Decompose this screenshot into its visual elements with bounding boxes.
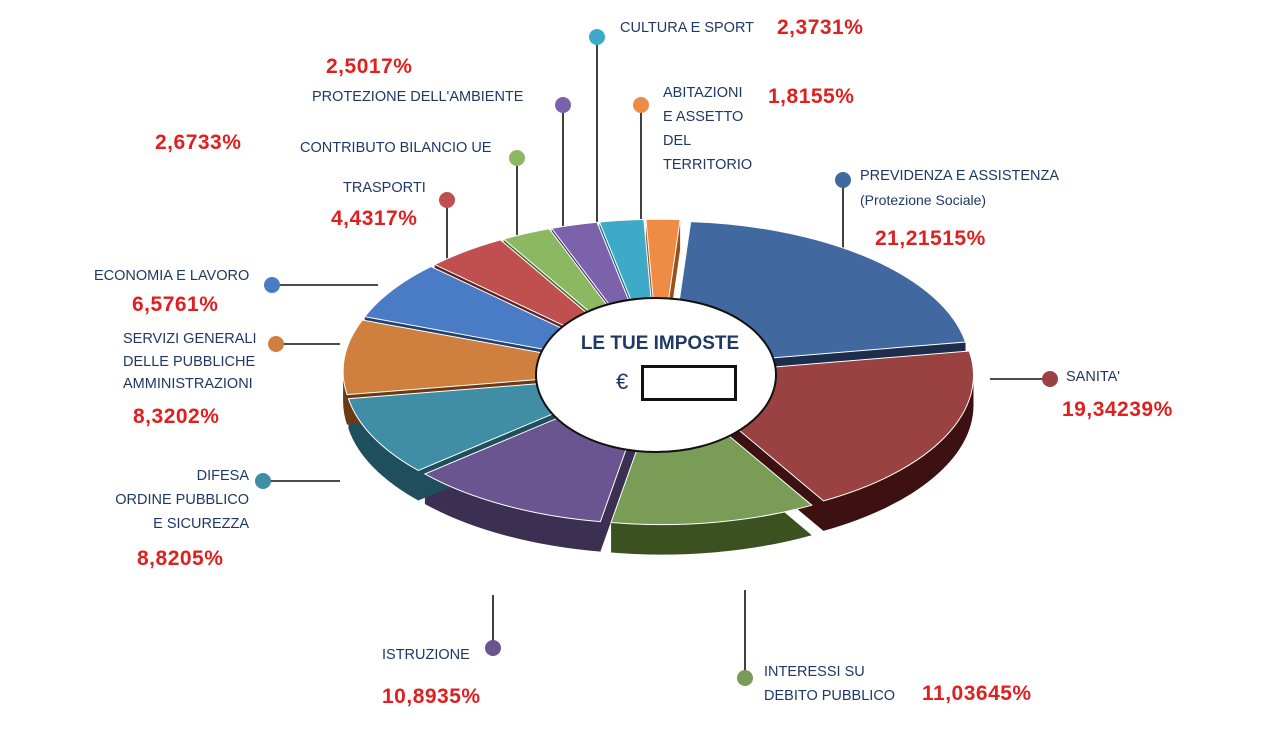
label-abitazioni-4: TERRITORIO xyxy=(663,157,753,173)
label-contributo: CONTRIBUTO BILANCIO UE xyxy=(300,140,492,156)
label-abitazioni: ABITAZIONI xyxy=(663,85,743,101)
pct-difesa: 8,8205% xyxy=(137,547,224,570)
slice-side-previdenza xyxy=(669,221,966,397)
pct-economia: 6,5761% xyxy=(132,293,219,316)
pct-ambiente: 2,5017% xyxy=(326,55,413,78)
label-trasporti: TRASPORTI xyxy=(343,180,426,196)
slice-abitazioni xyxy=(645,218,681,365)
marker-trasporti xyxy=(439,192,455,208)
label-abitazioni-2: E ASSETTO xyxy=(663,109,744,125)
slice-side-interessi xyxy=(611,379,812,555)
label-abitazioni-3: DEL xyxy=(663,133,692,149)
marker-istruzione xyxy=(485,640,501,656)
marker-abitazioni xyxy=(633,97,649,113)
pct-cultura: 2,3731% xyxy=(777,16,864,39)
pct-istruzione: 10,8935% xyxy=(382,685,481,708)
marker-interessi xyxy=(737,670,753,686)
label-ambiente: PROTEZIONE DELL'AMBIENTE xyxy=(312,89,524,105)
label-economia: ECONOMIA E LAVORO xyxy=(94,268,250,284)
label-interessi: INTERESSI SU xyxy=(764,664,865,680)
pct-servizi: 8,3202% xyxy=(133,405,220,428)
label-previdenza-sub: (Protezione Sociale) xyxy=(860,192,987,208)
label-markers xyxy=(255,29,1058,686)
pct-contributo: 2,6733% xyxy=(155,131,242,154)
pct-previdenza: 21,21515% xyxy=(875,227,986,250)
label-previdenza: PREVIDENZA E ASSISTENZA xyxy=(860,168,1060,184)
marker-servizi xyxy=(268,336,284,352)
marker-contributo xyxy=(509,150,525,166)
leader-lines xyxy=(263,37,1050,678)
pct-trasporti: 4,4317% xyxy=(331,207,418,230)
pct-abitazioni: 1,8155% xyxy=(768,85,855,108)
marker-economia xyxy=(264,277,280,293)
marker-cultura xyxy=(589,29,605,45)
label-cultura: CULTURA E SPORT xyxy=(620,20,755,36)
label-difesa-3: E SICUREZZA xyxy=(153,516,249,532)
marker-difesa xyxy=(255,473,271,489)
marker-previdenza xyxy=(835,172,851,188)
currency-symbol: € xyxy=(616,369,629,394)
pct-interessi: 11,03645% xyxy=(922,682,1032,705)
center-title: LE TUE IMPOSTE xyxy=(580,333,740,354)
label-sanita: SANITA' xyxy=(1066,369,1121,385)
label-istruzione: ISTRUZIONE xyxy=(382,647,470,663)
pct-sanita: 19,34239% xyxy=(1062,398,1173,421)
label-servizi: SERVIZI GENERALI xyxy=(123,331,257,347)
label-difesa: DIFESA xyxy=(196,468,249,484)
marker-ambiente xyxy=(555,97,571,113)
label-servizi-3: AMMINISTRAZIONI xyxy=(123,376,253,392)
label-servizi-2: DELLE PUBBLICHE xyxy=(123,354,256,370)
marker-sanita xyxy=(1042,371,1058,387)
label-difesa-2: ORDINE PUBBLICO xyxy=(115,492,249,508)
tax-amount-field[interactable] xyxy=(641,365,737,401)
label-interessi-sub: DEBITO PUBBLICO xyxy=(764,688,896,704)
